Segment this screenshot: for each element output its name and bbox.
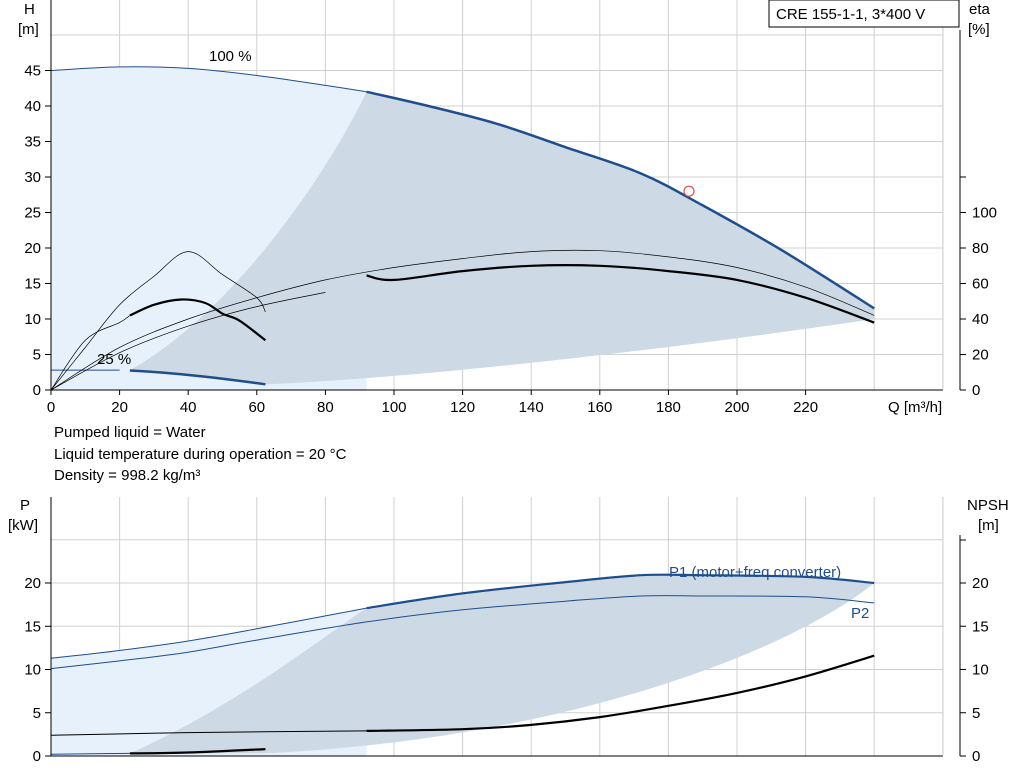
series-npsh-thin: [50, 730, 367, 736]
series-eta-100pct-upper: [50, 249, 875, 391]
y-axis-label-h: H: [24, 1, 35, 18]
series-head-100pct: [366, 90, 875, 310]
y-tick-label-h: 10: [24, 311, 41, 328]
x-axis-label: Q [m³/h]: [888, 399, 942, 416]
y-tick-label-npsh: 10: [972, 662, 989, 679]
y-tick-label-eta: 100: [972, 205, 997, 222]
x-tick-label: 200: [724, 399, 749, 416]
y-axis-unit-npsh: [m]: [978, 517, 999, 534]
y-axis-label-p: P: [20, 497, 30, 514]
info-liquid: Pumped liquid = Water: [54, 424, 206, 441]
chart-title: CRE 155-1-1, 3*400 V: [776, 6, 925, 23]
operating-point-marker: [683, 185, 695, 197]
x-tick-label: 60: [248, 399, 265, 416]
info-temperature: Liquid temperature during operation = 20…: [54, 446, 347, 463]
x-tick-label: 0: [47, 399, 55, 416]
x-tick-label: 180: [656, 399, 681, 416]
y-tick-label-npsh: 0: [972, 748, 980, 765]
y-tick-label-npsh: 15: [972, 618, 989, 635]
series-head-25pct: [129, 369, 266, 386]
y-tick-label-eta: 20: [972, 347, 989, 364]
y-tick-label-h: 5: [33, 347, 41, 364]
series-p2: [50, 595, 875, 670]
y-tick-label-p: 15: [24, 618, 41, 635]
series-eta-25pct: [129, 298, 267, 342]
series-eta-25pct-upper: [50, 251, 266, 391]
series-npsh: [366, 654, 875, 732]
series-label-p2: P2: [851, 605, 869, 622]
annotation-25pct: 25 %: [97, 351, 131, 368]
series-p1-thin: [50, 607, 367, 659]
y-tick-label-p: 10: [24, 662, 41, 679]
y-tick-label-eta: 0: [972, 382, 980, 399]
y-tick-label-p: 5: [33, 705, 41, 722]
y-tick-label-h: 45: [24, 63, 41, 80]
y-tick-label-h: 30: [24, 169, 41, 186]
y-tick-label-h: 0: [33, 382, 41, 399]
y-tick-label-eta: 60: [972, 276, 989, 293]
y-tick-label-h: 25: [24, 205, 41, 222]
y-tick-label-eta: 80: [972, 240, 989, 257]
series-eta-100pct-thin: [50, 292, 326, 391]
dark-range-fill-power: [129, 574, 875, 754]
info-density: Density = 998.2 kg/m³: [54, 467, 201, 484]
y-tick-label-p: 0: [33, 748, 41, 765]
series-p1: [366, 573, 875, 610]
series-curves: [50, 66, 875, 755]
y-axis-label-eta: eta: [969, 1, 991, 18]
series-p-25pct-thin: [50, 752, 130, 755]
y-tick-label-h: 15: [24, 276, 41, 293]
x-tick-label: 100: [381, 399, 406, 416]
series-eta-25pct-thin: [50, 315, 131, 391]
series-eta-100pct: [366, 264, 875, 324]
y-axis-label-npsh: NPSH: [967, 497, 1009, 514]
x-tick-label: 220: [793, 399, 818, 416]
x-tick-label: 140: [519, 399, 544, 416]
operating-range-fill: [51, 66, 875, 756]
y-tick-label-h: 35: [24, 134, 41, 151]
y-tick-label-npsh: 5: [972, 705, 980, 722]
series-label-p1: P1 (motor+freq.converter): [669, 564, 841, 581]
x-tick-label: 80: [317, 399, 334, 416]
x-tick-label: 120: [450, 399, 475, 416]
series-p-25pct: [129, 748, 266, 755]
dark-range-fill: [129, 91, 875, 385]
y-axis-unit-h: [m]: [18, 21, 39, 38]
y-tick-label-h: 40: [24, 98, 41, 115]
title-box: CRE 155-1-1, 3*400 V: [768, 0, 960, 28]
y-tick-label-p: 20: [24, 575, 41, 592]
x-tick-label: 20: [111, 399, 128, 416]
x-tick-label: 40: [180, 399, 197, 416]
y-axis-unit-p: [kW]: [8, 517, 38, 534]
x-tick-label: 160: [587, 399, 612, 416]
annotation-100pct: 100 %: [209, 48, 252, 65]
y-tick-label-eta: 40: [972, 311, 989, 328]
y-axis-unit-eta: [%]: [968, 21, 990, 38]
series-head-100pct-thin: [50, 66, 367, 93]
tick-labels: 0 20 40 60 80 100 120 140 160 180 200 2200510152025…: [24, 63, 997, 766]
y-tick-label-npsh: 20: [972, 575, 989, 592]
y-tick-label-h: 20: [24, 240, 41, 257]
